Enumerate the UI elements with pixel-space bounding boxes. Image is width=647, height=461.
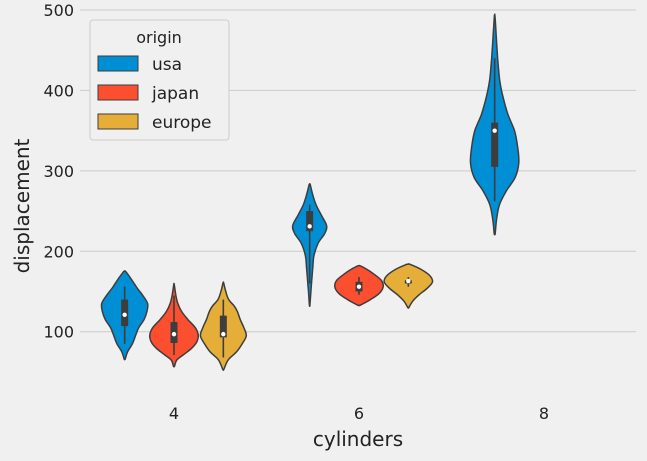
y-tick-label: 100 <box>43 323 74 342</box>
x-axis-label: cylinders <box>313 427 403 451</box>
violin-median-point <box>492 128 497 133</box>
y-tick-label: 200 <box>43 242 74 261</box>
y-tick-labels: 100 200 300 400 500 <box>43 1 74 342</box>
legend: origin usa japan europe <box>89 19 230 141</box>
legend-label-europe: europe <box>152 113 212 133</box>
violin-median-point <box>221 331 226 337</box>
legend-frame <box>89 19 230 141</box>
violin-median-point <box>406 278 411 284</box>
legend-swatch-usa <box>97 55 139 72</box>
violin-iqr-box <box>219 315 227 338</box>
legend-swatch-japan <box>97 84 139 101</box>
legend-label-usa: usa <box>152 55 182 75</box>
legend-swatch-europe <box>97 113 139 130</box>
violin-median-point <box>122 312 127 318</box>
legend-title: origin <box>136 28 182 47</box>
violin-iqr-box <box>306 211 314 232</box>
y-tick-label: 500 <box>43 1 74 20</box>
violin-median-point <box>356 284 362 289</box>
x-tick-labels: 4 6 8 <box>169 404 549 423</box>
y-tick-label: 300 <box>43 162 74 181</box>
x-tick-label: 6 <box>354 404 364 423</box>
x-tick-label: 4 <box>169 404 179 423</box>
violin-median-point <box>307 224 312 229</box>
violins <box>100 13 520 371</box>
legend-label-japan: japan <box>151 84 199 104</box>
violin-median-point <box>171 331 177 337</box>
y-tick-label: 400 <box>43 81 74 100</box>
y-axis-label: displacement <box>10 138 34 273</box>
x-tick-label: 8 <box>539 404 549 423</box>
violin-iqr-box <box>491 122 499 167</box>
